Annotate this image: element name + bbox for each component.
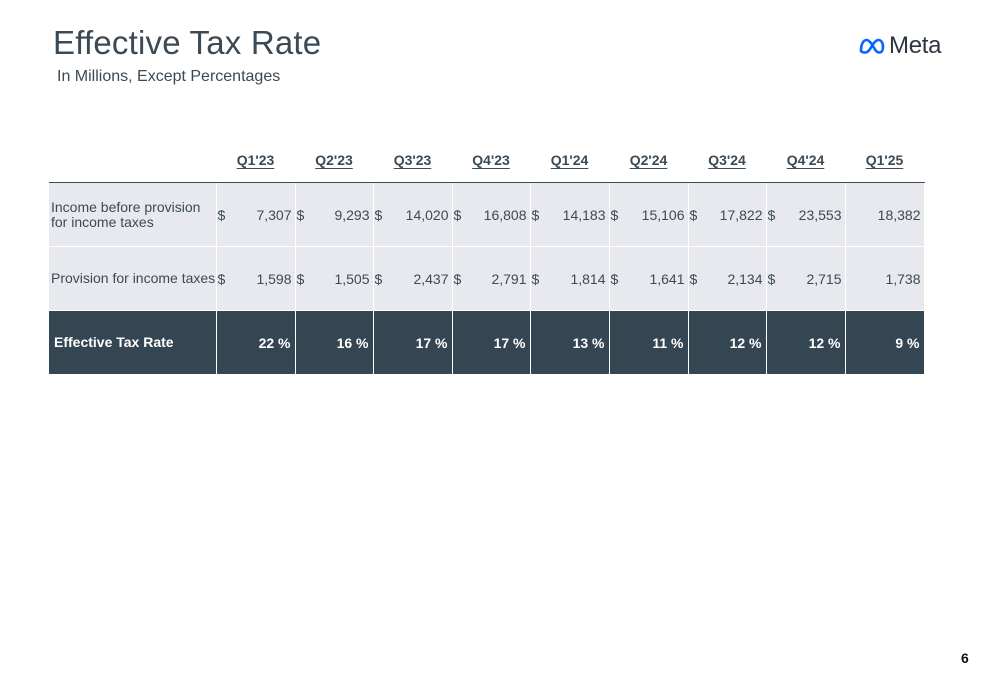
table-cell: $14,183 [530,182,610,247]
table-cell: $1,641 [609,246,689,311]
table-cell: 12 % [766,310,846,375]
table-cell: $14,020 [373,182,453,247]
table-row: Income before provision for income taxes… [49,182,925,247]
table-cell: $23,553 [766,182,846,247]
column-header: Q2'24 [609,138,688,183]
page-number: 6 [961,650,969,666]
table-cell: 9 % [845,310,925,375]
table-cell: $9,293 [295,182,374,247]
column-header: Q4'24 [766,138,845,183]
table-cell: $16,808 [452,182,531,247]
row-label-income-before-tax: Income before provision for income taxes [49,182,217,247]
column-header: Q3'24 [688,138,766,183]
meta-infinity-logo-icon [859,38,885,54]
column-header: Q1'24 [530,138,609,183]
effective-tax-rate-row: Effective Tax Rate 22 % 16 % 17 % 17 % 1… [49,310,925,375]
meta-logo: Meta [858,30,941,62]
row-label-effective-tax-rate: Effective Tax Rate [49,310,217,375]
table-cell: $2,715 [766,246,846,311]
table-cell: $2,437 [373,246,453,311]
table-cell: 12 % [688,310,767,375]
effective-tax-rate-table: Q1'23 Q2'23 Q3'23 Q4'23 Q1'24 Q2'24 Q3'2… [49,138,925,375]
table-cell: 13 % [530,310,610,375]
column-header: Q3'23 [373,138,452,183]
table-cell: $2,134 [688,246,767,311]
table-cell: 1,738 [845,246,925,311]
table-cell: $2,791 [452,246,531,311]
table-cell: $1,598 [216,246,296,311]
table-cell: 18,382 [845,182,925,247]
table-cell: $15,106 [609,182,689,247]
table-cell: 11 % [609,310,689,375]
column-header: Q4'23 [452,138,530,183]
table-cell: $7,307 [216,182,296,247]
table-cell: $1,814 [530,246,610,311]
table-cell: 17 % [452,310,531,375]
table-cell: 16 % [295,310,374,375]
table-cell: $17,822 [688,182,767,247]
column-header: Q1'25 [845,138,924,183]
column-header: Q2'23 [295,138,373,183]
page-subtitle: In Millions, Except Percentages [57,68,281,85]
table-row: Provision for income taxes $1,598 $1,505… [49,246,925,311]
logo-wordmark: Meta [889,32,942,59]
column-header: Q1'23 [216,138,295,183]
header-label-cell [49,138,216,183]
page-title: Effective Tax Rate [53,24,322,61]
row-label-provision: Provision for income taxes [49,246,217,311]
table-cell: 17 % [373,310,453,375]
table-cell: $1,505 [295,246,374,311]
table-cell: 22 % [216,310,296,375]
table-header-row: Q1'23 Q2'23 Q3'23 Q4'23 Q1'24 Q2'24 Q3'2… [49,138,924,183]
